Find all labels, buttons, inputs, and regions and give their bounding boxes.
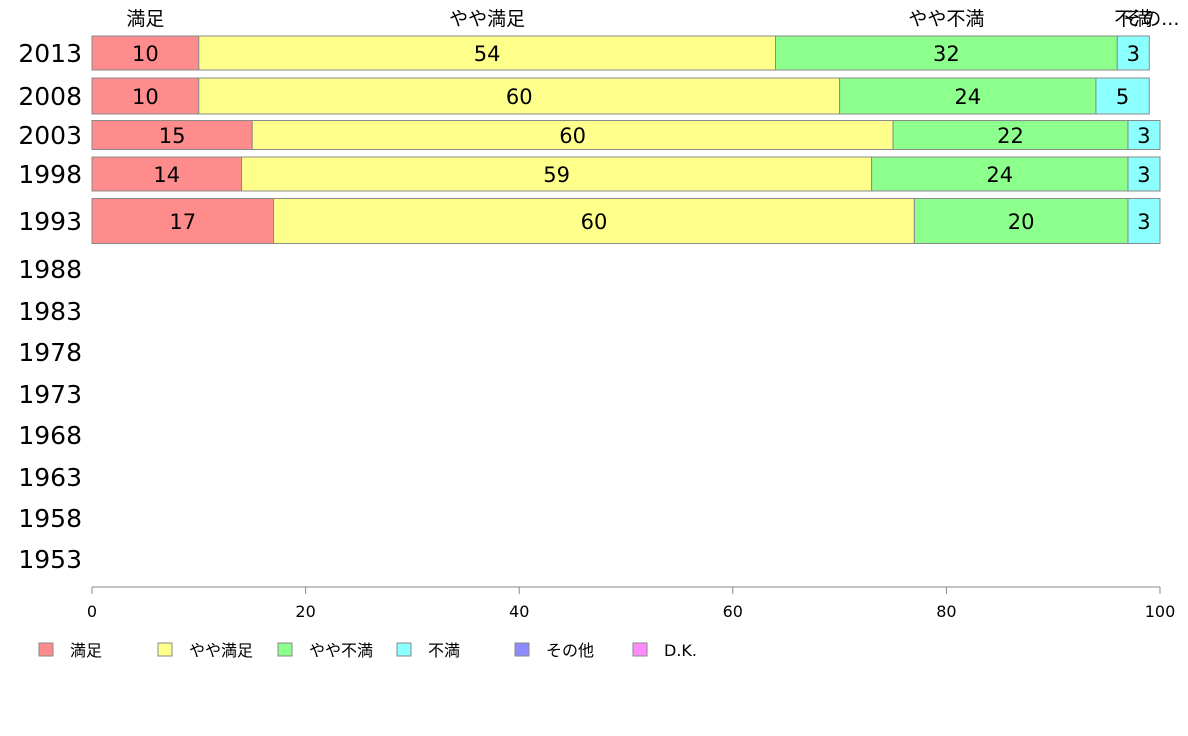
year-label-1973: 1973 <box>18 380 82 409</box>
bar-segment-1993-s1 <box>273 198 915 244</box>
year-label-1978: 1978 <box>18 338 82 367</box>
legend-swatch-2 <box>277 642 293 657</box>
data-label-1993-s1: 60 <box>581 210 608 234</box>
data-label-2003-s3: 3 <box>1137 124 1150 148</box>
legend-label-3: 不満 <box>428 641 460 660</box>
legend-swatch-4 <box>514 642 530 657</box>
data-label-2003-s2: 22 <box>997 124 1024 148</box>
data-label-2008-s1: 60 <box>506 85 533 109</box>
bar-segment-2008-s1 <box>198 77 841 115</box>
data-label-2003-s1: 60 <box>559 124 586 148</box>
bar-segment-1993-s0 <box>91 198 275 244</box>
top-category-label-1: やや満足 <box>449 8 525 30</box>
bar-segment-2008-s2 <box>839 77 1097 115</box>
data-label-2008-s3: 5 <box>1116 85 1129 109</box>
top-category-label-2: やや不満 <box>908 8 984 30</box>
year-label-1963: 1963 <box>18 463 82 492</box>
bar-segment-2003-s0 <box>91 120 253 150</box>
data-label-2013-s0: 10 <box>132 42 159 66</box>
data-label-1998-s1: 59 <box>543 163 570 187</box>
top-category-label-3: 不満 <box>1114 8 1152 30</box>
legend-swatch-0 <box>38 642 54 657</box>
top-category-label-0: 満足 <box>126 8 164 30</box>
bar-segment-2008-s0 <box>91 77 200 115</box>
bar-segment-1993-s3 <box>1127 198 1161 244</box>
data-label-2003-s0: 15 <box>159 124 186 148</box>
top-category-label-4: その... <box>1123 8 1179 30</box>
legend-swatch-3 <box>396 642 412 657</box>
year-label-2003: 2003 <box>18 121 82 150</box>
x-tick-label-100: 100 <box>1145 602 1176 621</box>
year-label-1983: 1983 <box>18 297 82 326</box>
x-tick-label-0: 0 <box>87 602 97 621</box>
legend-label-2: やや不満 <box>309 641 373 660</box>
data-label-2013-s3: 3 <box>1127 42 1140 66</box>
bar-segment-2008-s3 <box>1095 77 1150 115</box>
x-tick-label-80: 80 <box>936 602 956 621</box>
data-label-2013-s1: 54 <box>474 42 501 66</box>
bar-segment-2013-s1 <box>198 35 777 71</box>
bar-segment-1998-s1 <box>241 156 873 192</box>
legend-label-1: やや満足 <box>189 641 253 660</box>
data-label-2008-s0: 10 <box>132 85 159 109</box>
bar-segment-1998-s0 <box>91 156 243 192</box>
data-label-1998-s0: 14 <box>153 163 180 187</box>
data-label-2008-s2: 24 <box>954 85 981 109</box>
x-tick-label-20: 20 <box>295 602 315 621</box>
year-label-1988: 1988 <box>18 255 82 284</box>
year-label-1958: 1958 <box>18 504 82 533</box>
data-label-1993-s2: 20 <box>1008 210 1035 234</box>
year-label-1953: 1953 <box>18 545 82 574</box>
data-label-1993-s3: 3 <box>1137 210 1150 234</box>
data-label-1993-s0: 17 <box>169 210 196 234</box>
bar-segment-2013-s2 <box>775 35 1118 71</box>
bar-segment-1993-s2 <box>913 198 1129 244</box>
legend-label-5: D.K. <box>664 641 697 660</box>
legend-swatch-5 <box>632 642 648 657</box>
legend-swatch-1 <box>157 642 173 657</box>
year-label-2008: 2008 <box>18 82 82 111</box>
year-label-1993: 1993 <box>18 207 82 236</box>
year-label-1968: 1968 <box>18 421 82 450</box>
bar-segment-2003-s1 <box>251 120 894 150</box>
legend-label-0: 満足 <box>70 641 102 660</box>
legend-label-4: その他 <box>546 641 594 660</box>
year-label-1998: 1998 <box>18 160 82 189</box>
bar-segment-1998-s3 <box>1127 156 1161 192</box>
year-label-2013: 2013 <box>18 39 82 68</box>
x-tick-label-40: 40 <box>509 602 529 621</box>
bar-segment-2013-s3 <box>1116 35 1150 71</box>
data-label-1998-s2: 24 <box>986 163 1013 187</box>
data-label-2013-s2: 32 <box>933 42 960 66</box>
bar-segment-2003-s3 <box>1127 120 1161 150</box>
data-label-1998-s3: 3 <box>1137 163 1150 187</box>
x-tick-label-60: 60 <box>723 602 743 621</box>
bar-segment-2013-s0 <box>91 35 200 71</box>
